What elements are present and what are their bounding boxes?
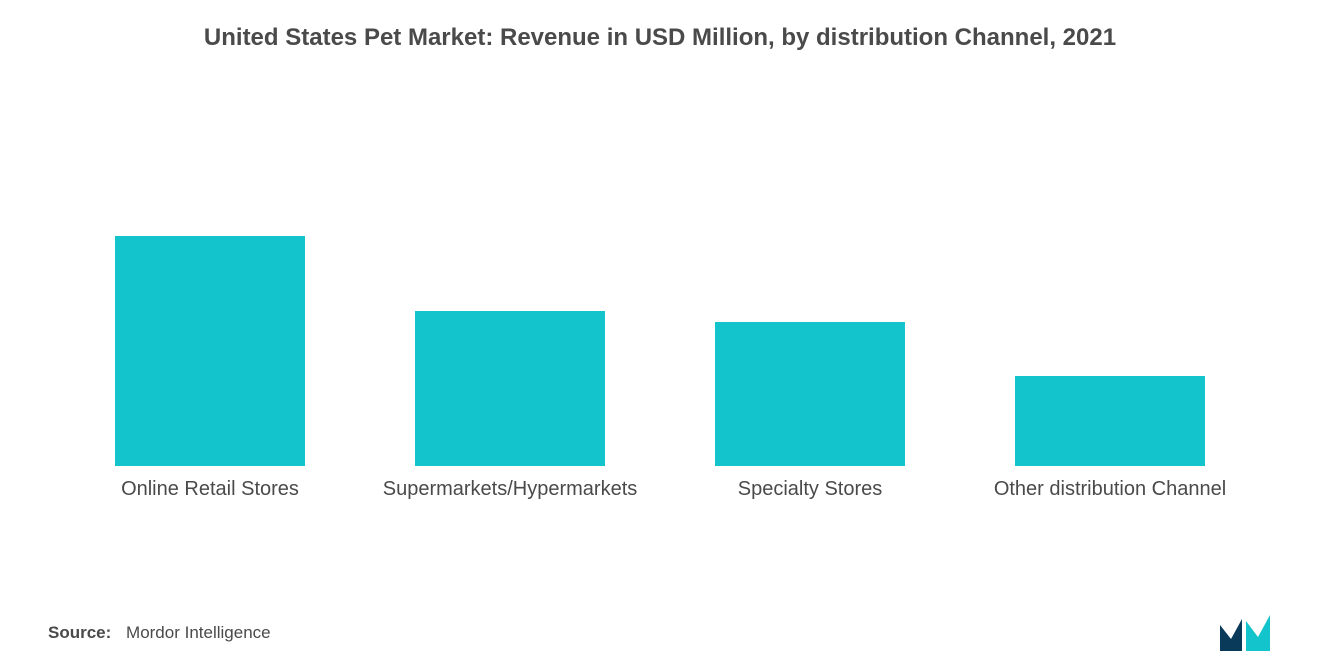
bar-group-0: Online Retail Stores [60,100,360,530]
bar-label: Specialty Stores [738,476,883,530]
chart-title: United States Pet Market: Revenue in USD… [0,0,1320,52]
bar-label: Other distribution Channel [994,476,1226,530]
bar-group-1: Supermarkets/Hypermarkets [360,100,660,530]
bar-group-3: Other distribution Channel [960,100,1260,530]
bar-slot [680,106,940,466]
bar-slot [980,106,1240,466]
bar-slot [380,106,640,466]
chart-plot-area: Online Retail Stores Supermarkets/Hyperm… [60,100,1260,530]
bar-label: Online Retail Stores [121,476,299,530]
bar-group-2: Specialty Stores [660,100,960,530]
bar-slot [80,106,340,466]
mordor-logo-icon [1220,611,1276,651]
logo-shape-left [1220,619,1242,651]
source-attribution: Source: Mordor Intelligence [48,623,271,643]
bar-label: Supermarkets/Hypermarkets [383,476,638,530]
source-label: Source: [48,623,111,642]
bar-supermarkets [415,311,605,466]
bar-other [1015,376,1205,466]
bar-specialty [715,322,905,466]
source-text: Mordor Intelligence [126,623,271,642]
bar-online-retail [115,236,305,466]
logo-shape-right [1246,615,1270,651]
